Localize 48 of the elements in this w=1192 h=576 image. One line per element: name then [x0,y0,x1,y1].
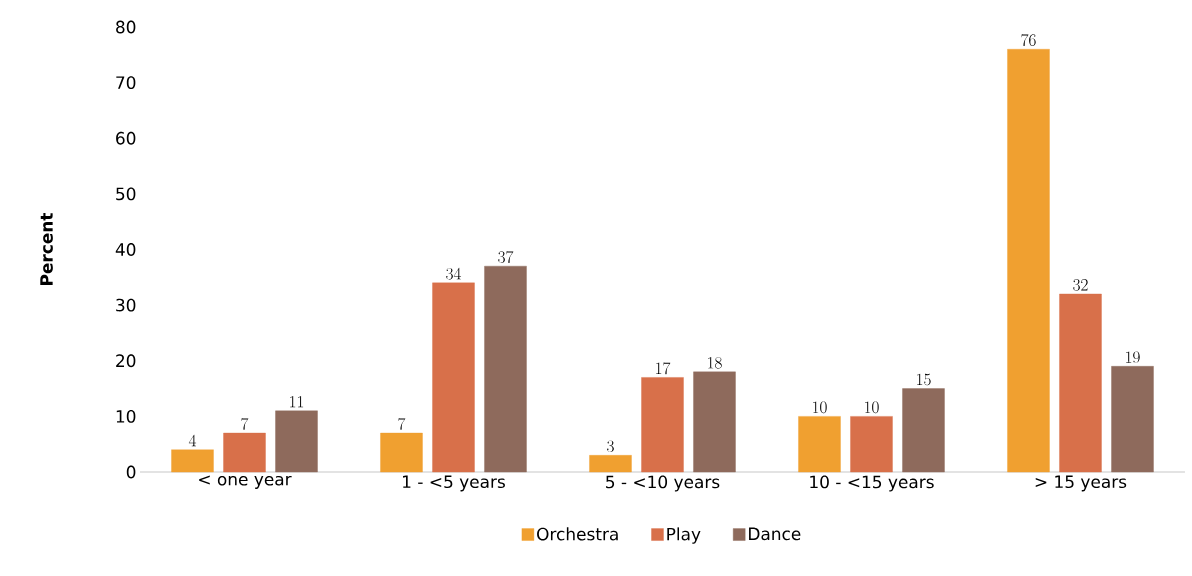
bar [223,432,266,473]
x-tick-label: 5 - <10 years [606,475,720,492]
y-tick-label: 30 [116,298,136,312]
y-axis-title: Percent [40,212,53,285]
data-label: 15 [917,373,931,386]
bar [484,265,527,473]
bar [850,416,893,473]
bar [693,371,736,473]
y-tick-label: 60 [116,131,136,145]
bar [380,432,423,473]
y-tick-label: 10 [116,409,136,423]
bar [798,416,841,473]
data-label: 4 [188,434,197,447]
y-tick-label: 0 [126,465,136,479]
bar [1007,49,1050,473]
y-tick-label: 50 [116,187,136,201]
data-label: 18 [708,356,722,369]
bar [171,449,214,473]
bar [902,388,945,473]
x-tick-label: 1 - <5 years [403,475,505,492]
bar [1059,293,1102,473]
data-label: 7 [398,417,406,430]
data-label: 76 [1021,34,1036,47]
bar [1111,366,1154,473]
data-label: 10 [865,401,879,414]
data-label: 34 [446,267,462,280]
data-label: 19 [1126,351,1140,364]
y-tick-label: 80 [116,20,136,34]
y-tick-label: 20 [116,354,136,368]
data-label: 32 [1073,279,1088,291]
legend-label: Dance [749,527,801,541]
data-label: 11 [290,395,304,408]
data-label: 17 [656,362,671,375]
bar [432,282,475,473]
y-tick-label: 70 [116,76,136,90]
x-tick-label: > 15 years [1035,475,1127,492]
bar [641,377,684,473]
x-tick-label: 10 - <15 years [810,475,934,492]
legend-label: Play [667,527,701,544]
x-tick-label: < one year [199,475,292,489]
data-label: 37 [498,251,514,263]
data-label: 7 [241,417,249,430]
bar [589,455,632,473]
legend-label: Orchestra [537,527,618,541]
data-label: 3 [607,440,614,453]
data-label: 10 [813,401,827,414]
y-tick-label: 40 [115,243,136,256]
bar [275,410,318,473]
